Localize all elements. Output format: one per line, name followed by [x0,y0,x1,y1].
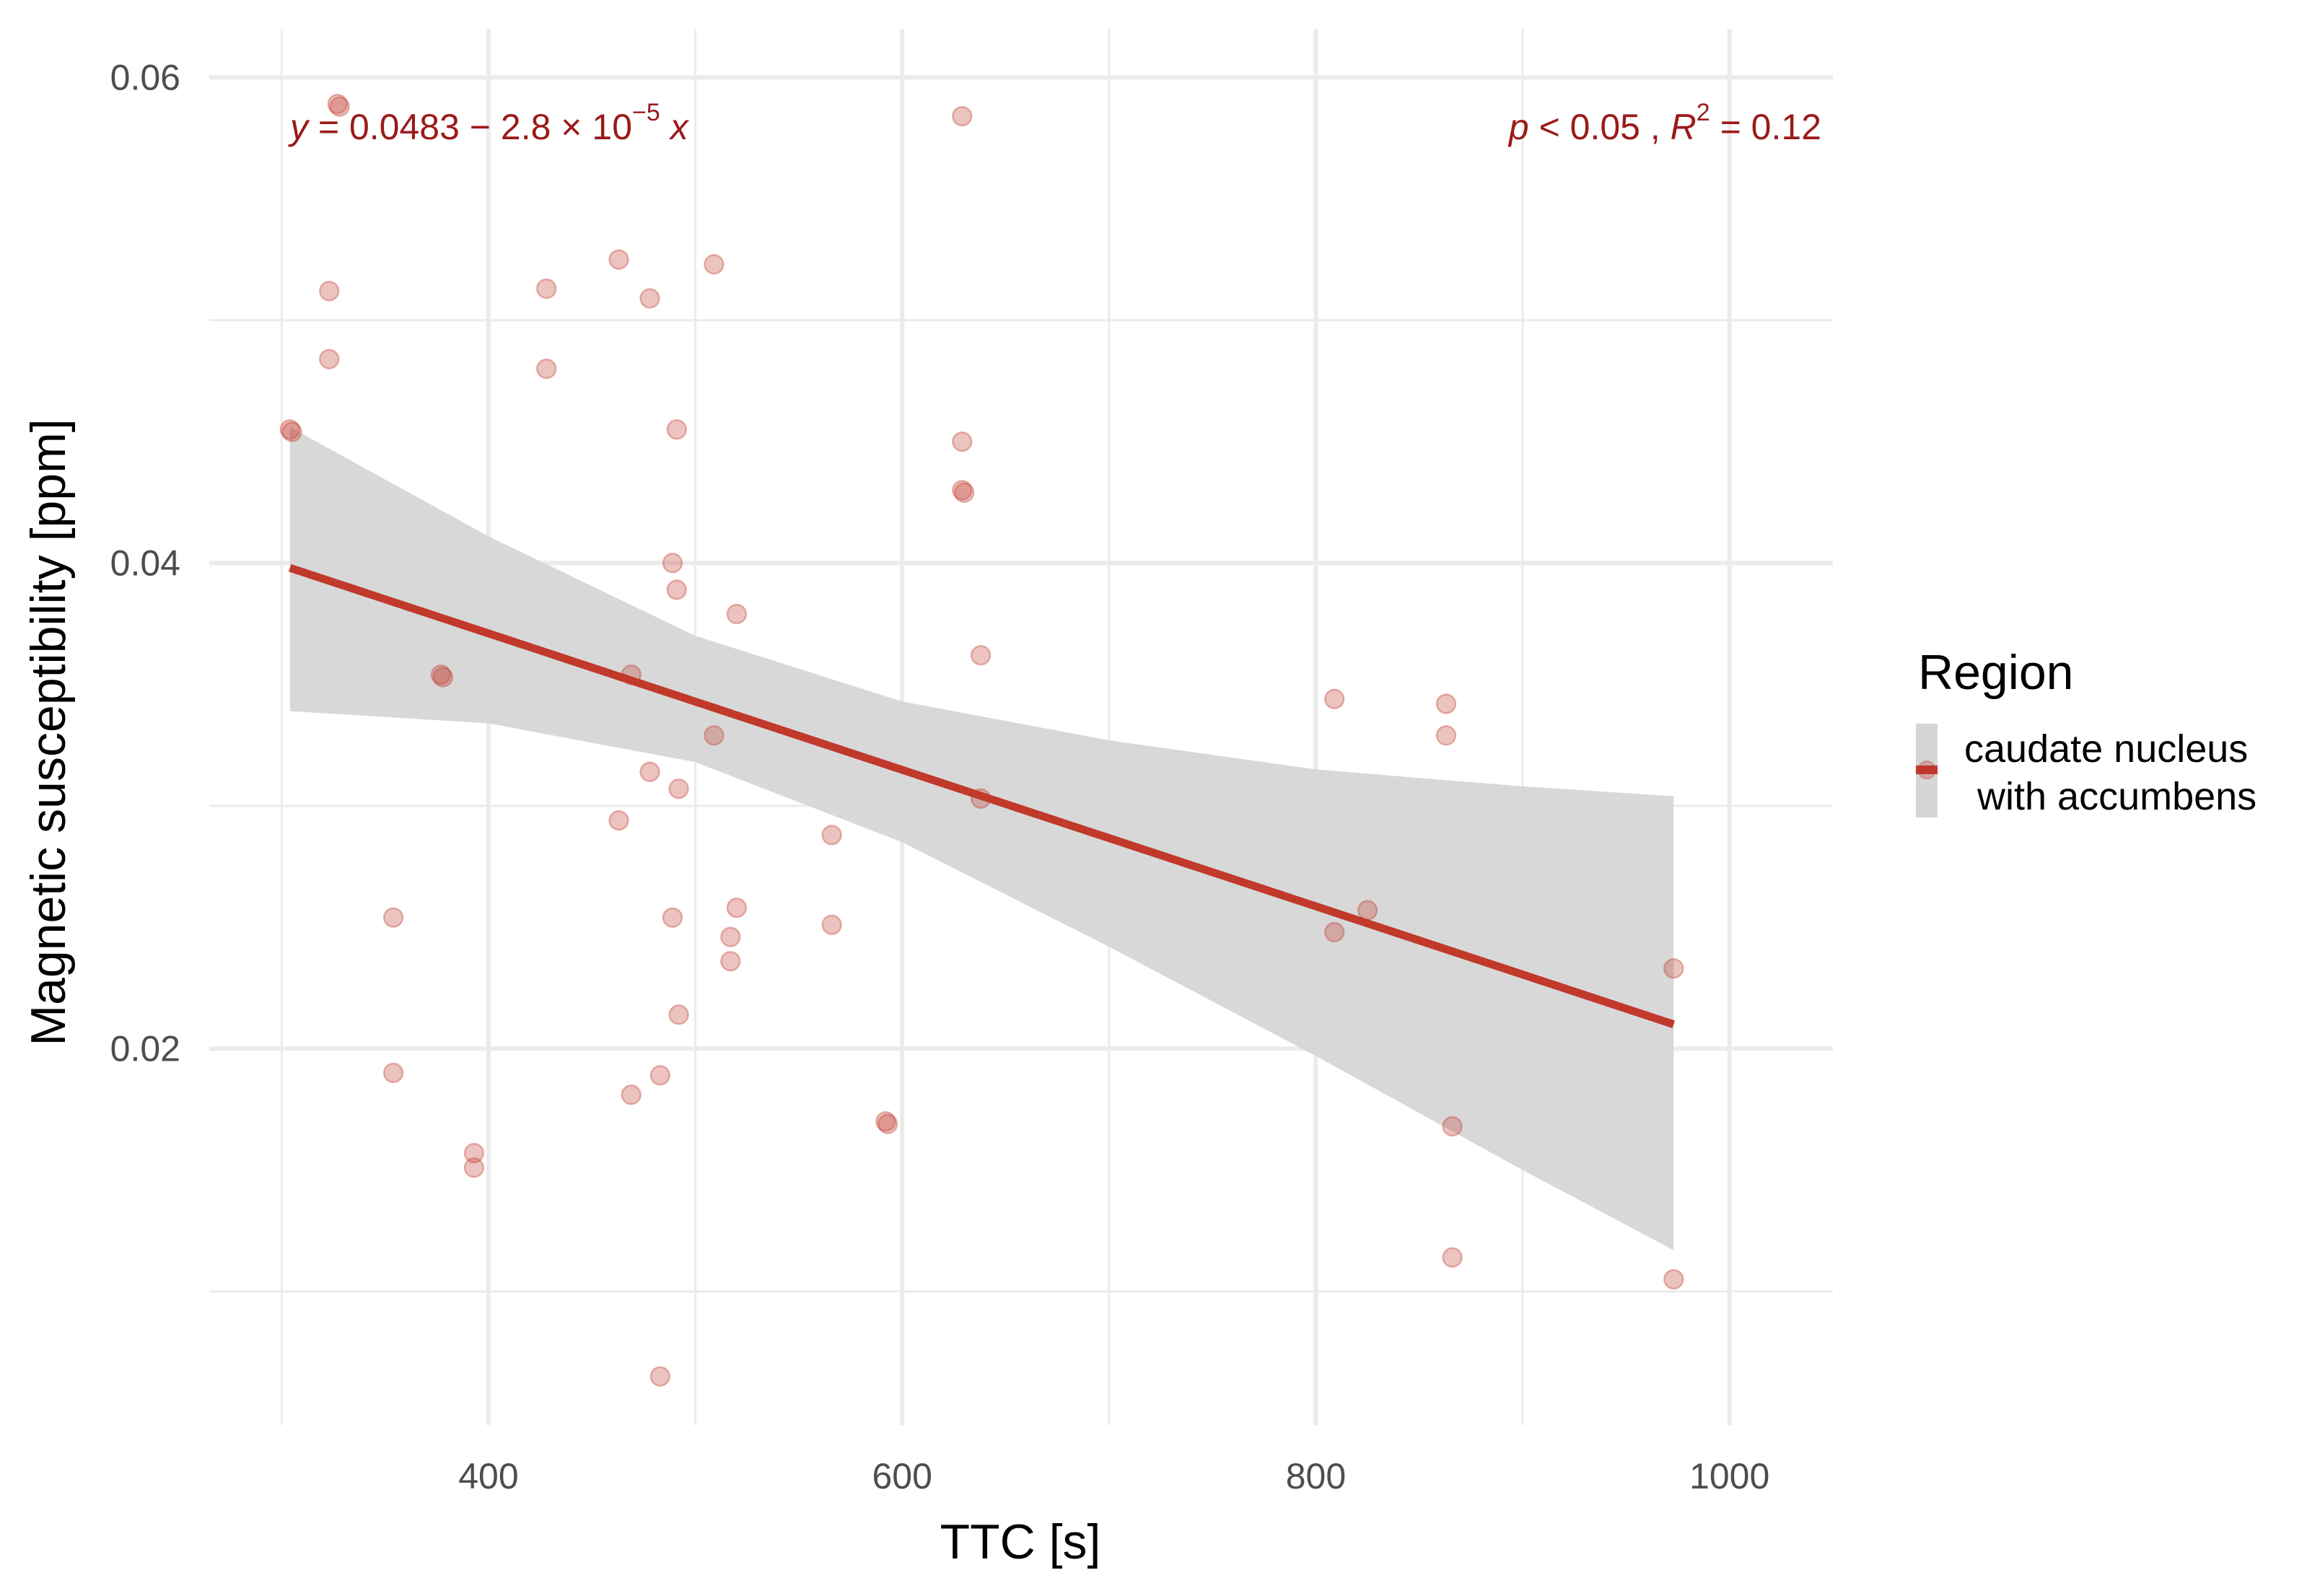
data-point [704,254,725,275]
data-point [666,419,688,440]
y-axis-ticks: 0.02 0.04 0.06 [110,57,180,1069]
data-point [382,1062,404,1084]
data-point [621,1084,642,1105]
data-point [952,431,973,452]
x-tick-label: 1000 [1689,1456,1769,1496]
data-point [952,480,973,501]
r-squared-exponent: 2 [1697,99,1710,126]
data-point [1435,725,1457,746]
data-point [821,914,842,936]
data-point [1442,1115,1463,1137]
data-point [668,1004,689,1025]
regression-equation: y = 0.0483 − 2.8 × 10−5 x [288,99,690,147]
fit-statistics: p < 0.05 , R2 = 0.12 [1507,99,1821,147]
y-tick-label: 0.04 [110,543,180,583]
r-squared-value: = 0.12 [1710,107,1821,147]
data-point [821,825,842,846]
data-point [463,1142,485,1164]
y-tick-label: 0.06 [110,57,180,97]
data-point [649,1065,671,1086]
confidence-band [289,426,1674,1250]
x-axis-title: TTC [s] [940,1514,1101,1569]
legend-key-line [1916,766,1938,774]
legend-title: Region [1918,645,2074,700]
data-point [608,249,629,270]
data-points [279,94,1684,1387]
legend-label-line2: with accumbens [1977,775,2256,818]
data-point [970,644,992,666]
data-point [726,603,748,625]
r-squared-symbol: R [1671,107,1697,147]
data-point [726,897,748,918]
p-value-text: < 0.05 , [1529,107,1671,147]
data-point [1435,693,1457,714]
data-point [382,907,404,928]
data-point [608,810,629,831]
data-point [329,96,350,117]
regression-line [289,564,1676,1028]
data-point [720,950,741,972]
equation-x-symbol: x [669,107,690,147]
data-point [1442,1247,1463,1268]
data-point [666,579,688,600]
y-axis-title: Magnetic susceptibility [ppm] [21,418,76,1045]
x-axis-ticks: 400 600 800 1000 [458,1456,1769,1496]
data-point [327,94,348,115]
data-point [1323,921,1345,943]
data-point [535,278,557,299]
data-point [668,779,689,799]
y-tick-label: 0.02 [110,1028,180,1069]
data-point [953,482,975,504]
data-point [463,1157,485,1178]
data-point [430,664,452,685]
data-point [952,105,973,127]
data-point [535,358,557,380]
legend-key-point [1917,760,1936,779]
data-point [662,553,683,574]
equation-exponent: −5 [632,99,660,126]
data-point [318,348,340,369]
legend-label-line1: caudate nucleus [1964,727,2248,771]
x-tick-label: 400 [458,1456,518,1496]
data-point [720,926,741,947]
equation-y-symbol: y [288,107,310,147]
data-point [877,1113,898,1134]
x-tick-label: 600 [872,1456,932,1496]
data-point [1323,688,1345,710]
data-point [432,667,454,688]
data-point [279,419,301,440]
data-point [639,288,660,309]
x-tick-label: 800 [1286,1456,1346,1496]
data-point [318,281,340,302]
p-symbol: p [1507,107,1529,147]
data-point [1663,958,1684,979]
data-point [1357,900,1378,921]
legend: Region caudate nucleus with accumbens [1916,645,2256,818]
data-point [662,907,683,928]
data-point [875,1111,896,1132]
data-point [649,1366,671,1387]
data-point [639,761,660,783]
data-point [1663,1268,1684,1290]
data-point [704,725,725,746]
data-point [281,421,302,442]
equation-body: = 0.0483 − 2.8 × 10 [308,107,632,147]
